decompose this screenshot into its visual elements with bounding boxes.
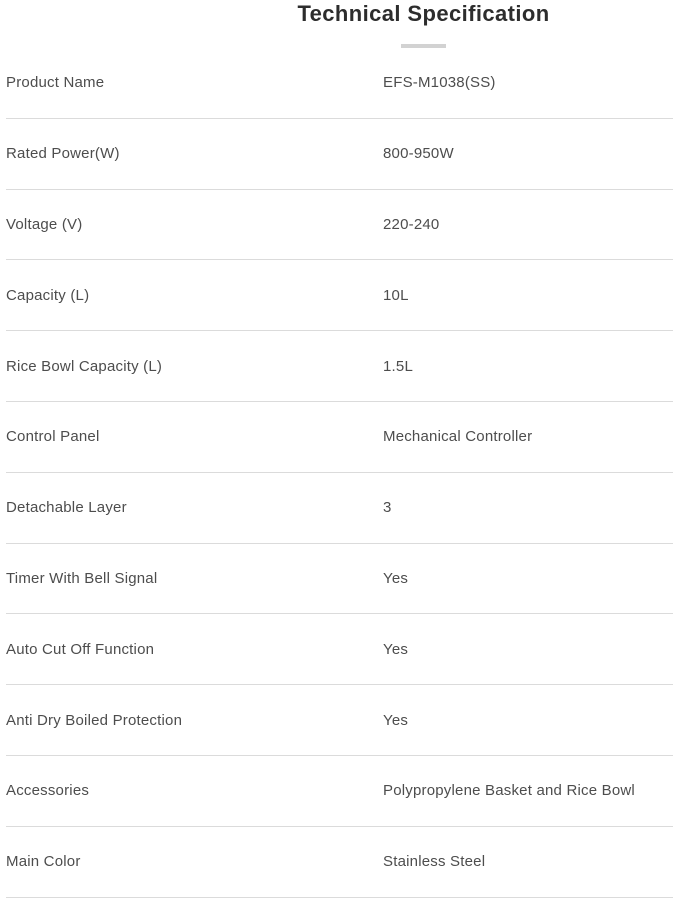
spec-label: Product Name — [6, 74, 105, 92]
spec-value: Mechanical Controller — [383, 428, 533, 446]
spec-row: Voltage (V) 220-240 — [6, 190, 673, 261]
spec-row: Timer With Bell Signal Yes — [6, 544, 673, 615]
spec-label: Capacity (L) — [6, 286, 90, 304]
spec-value: Polypropylene Basket and Rice Bowl — [383, 782, 635, 800]
spec-value: Yes — [383, 569, 409, 587]
spec-label: Control Panel — [6, 428, 100, 446]
spec-label: Rice Bowl Capacity (L) — [6, 357, 163, 375]
spec-label: Accessories — [6, 782, 90, 800]
spec-row: Rated Power(W) 800-950W — [6, 119, 673, 190]
spec-label: Timer With Bell Signal — [6, 569, 158, 587]
spec-row: Control Panel Mechanical Controller — [6, 402, 673, 473]
spec-row: Auto Cut Off Function Yes — [6, 614, 673, 686]
spec-row: Rice Bowl Capacity (L) 1.5L — [6, 331, 673, 402]
page-title: Technical Specification — [297, 1, 550, 26]
spec-row: Main Color Stainless Steel — [6, 827, 673, 898]
spec-label: Voltage (V) — [6, 215, 83, 233]
spec-value: 220-240 — [383, 215, 440, 233]
spec-value: EFS-M1038(SS) — [383, 74, 496, 92]
spec-header-inner: Technical Specification — [87, 0, 673, 48]
spec-label: Rated Power(W) — [6, 145, 120, 163]
title-accent-bar — [401, 44, 446, 48]
spec-value: 800-950W — [383, 145, 454, 163]
spec-row: Detachable Layer 3 — [6, 473, 673, 544]
spec-value: Yes — [383, 711, 409, 729]
spec-table: Product Name EFS-M1038(SS) Rated Power(W… — [6, 48, 673, 898]
spec-value: Stainless Steel — [383, 853, 486, 871]
spec-label: Main Color — [6, 853, 81, 871]
spec-label: Auto Cut Off Function — [6, 640, 155, 658]
spec-label: Detachable Layer — [6, 499, 127, 517]
spec-row: Anti Dry Boiled Protection Yes — [6, 685, 673, 756]
spec-value: 10L — [383, 286, 409, 304]
spec-value: 3 — [383, 499, 392, 517]
spec-label: Anti Dry Boiled Protection — [6, 711, 183, 729]
spec-header: Technical Specification — [0, 0, 673, 48]
spec-row: Product Name EFS-M1038(SS) — [6, 48, 673, 119]
spec-row: Capacity (L) 10L — [6, 260, 673, 332]
spec-value: 1.5L — [383, 357, 413, 375]
spec-value: Yes — [383, 640, 409, 658]
spec-row: Accessories Polypropylene Basket and Ric… — [6, 756, 673, 827]
